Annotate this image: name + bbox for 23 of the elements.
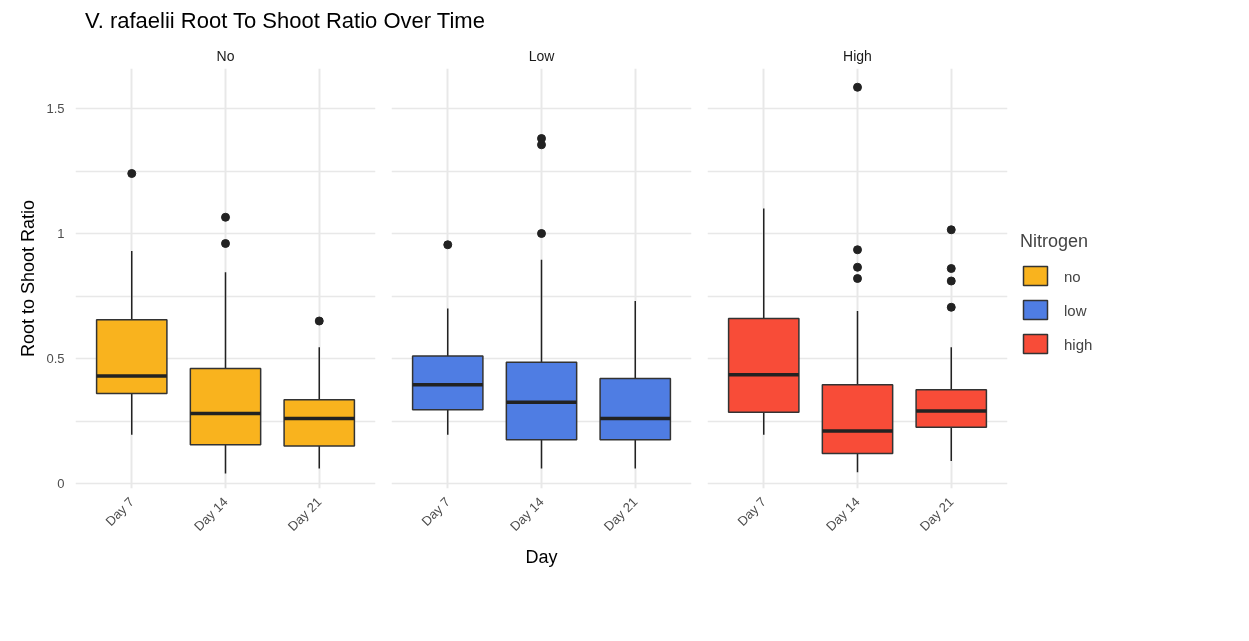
y-tick-label: 1 [57, 226, 65, 241]
chart-subtitle: High [843, 47, 872, 64]
x-tick-label: Day 14 [507, 494, 547, 534]
chart-subtitle: No [216, 47, 235, 64]
legend-label: no [1064, 267, 1082, 284]
x-tick-label: Day 7 [102, 494, 138, 529]
y-tick-label: 0.5 [46, 351, 65, 366]
x-tick-label: Day 7 [734, 494, 770, 529]
legend-label: high [1064, 335, 1093, 352]
x-axis-title: Day [525, 547, 558, 568]
legend-title: Nitrogen [1020, 230, 1090, 252]
y-tick-label: 1.5 [46, 101, 65, 116]
x-tick-label: Day 14 [191, 494, 231, 534]
y-axis-title: Root to Shoot Ratio [18, 199, 39, 358]
y-tick-label: 0 [57, 476, 65, 491]
chart-subtitle: Low [528, 47, 556, 64]
x-tick-label: Day 21 [600, 494, 641, 534]
chart-title: V. rafaelii Root To Shoot Ratio Over Time [85, 7, 485, 35]
x-tick-label: Day 21 [284, 494, 325, 534]
legend-label: low [1064, 301, 1087, 318]
x-tick-label: Day 7 [418, 494, 454, 529]
x-tick-label: Day 14 [823, 494, 863, 534]
x-tick-label: Day 21 [916, 494, 957, 534]
